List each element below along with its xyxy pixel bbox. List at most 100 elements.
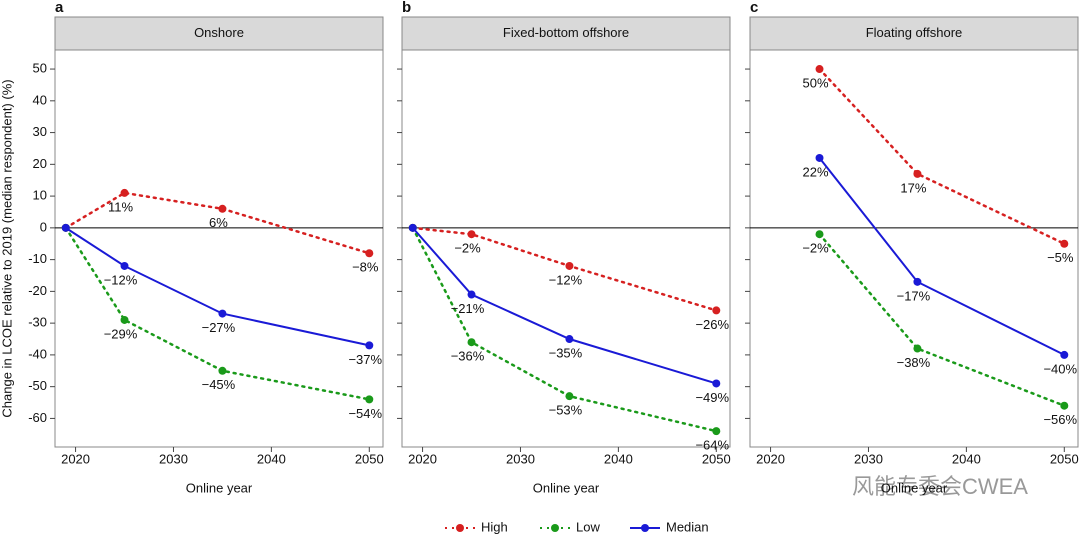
legend-marker [641, 524, 649, 532]
data-label: −38% [897, 355, 931, 370]
y-tick-label: 50 [33, 60, 47, 75]
y-axis-label: Change in LCOE relative to 2019 (median … [0, 79, 14, 417]
strip [401, 16, 731, 51]
y-tick-label: 30 [33, 124, 47, 139]
panel-letter: a [55, 0, 64, 16]
y-tick-label: 10 [33, 188, 47, 203]
legend-marker [551, 524, 559, 532]
x-axis-label: Online year [186, 480, 253, 495]
data-label: −54% [348, 406, 382, 421]
plot-frame [54, 49, 384, 448]
y-tick-label: -60 [28, 410, 47, 425]
strip [54, 16, 384, 51]
data-point [712, 379, 721, 388]
plot-frame [749, 49, 1079, 448]
x-tick-label: 2050 [355, 451, 384, 466]
x-tick-label: 2020 [756, 451, 785, 466]
legend-label: High [481, 519, 508, 534]
data-point [565, 261, 574, 270]
y-tick-label: -30 [28, 315, 47, 330]
series-line [411, 226, 718, 433]
y-tick-label: 20 [33, 156, 47, 171]
data-label: −36% [451, 349, 485, 364]
data-label: −29% [104, 326, 138, 341]
data-label: −26% [695, 317, 729, 332]
data-point [565, 392, 574, 401]
watermark: 风能专委会CWEA [852, 474, 1028, 499]
x-axis-label: Online year [881, 480, 948, 495]
data-point [467, 290, 476, 299]
data-label: −56% [1043, 412, 1077, 427]
data-label: −49% [695, 390, 729, 405]
series-line [818, 156, 1066, 356]
data-point [467, 230, 476, 239]
y-tick-label: -50 [28, 378, 47, 393]
legend-item: Median [630, 519, 709, 534]
data-label: −21% [451, 301, 485, 316]
x-tick-label: 2050 [702, 451, 731, 466]
data-label: −12% [549, 272, 583, 287]
x-tick-label: 2020 [61, 451, 90, 466]
data-point [218, 204, 227, 213]
data-label: −2% [802, 241, 829, 256]
x-tick-label: 2040 [952, 451, 981, 466]
y-tick-label: -10 [28, 251, 47, 266]
data-point [120, 188, 129, 197]
data-label: −8% [352, 260, 379, 275]
x-axis-label: Online year [533, 480, 600, 495]
series-line [411, 226, 718, 385]
series-line [64, 226, 371, 401]
data-label: −37% [348, 352, 382, 367]
series-line [64, 226, 371, 347]
data-label: −53% [549, 403, 583, 418]
data-point [365, 395, 374, 404]
plot-frame [401, 49, 731, 448]
data-point [120, 261, 129, 270]
strip [749, 16, 1079, 51]
data-label: −5% [1047, 250, 1074, 265]
y-tick-label: -40 [28, 346, 47, 361]
data-point [218, 309, 227, 318]
data-label: −35% [549, 345, 583, 360]
x-tick-label: 2020 [408, 451, 437, 466]
legend-item: Low [540, 519, 600, 534]
x-tick-label: 2040 [257, 451, 286, 466]
data-point [913, 169, 922, 178]
data-point [815, 230, 824, 239]
data-point [565, 335, 574, 344]
data-point [913, 344, 922, 353]
data-point [365, 341, 374, 350]
series-line [818, 232, 1066, 407]
series-line [64, 191, 371, 255]
panel-letter: b [402, 0, 411, 16]
panel-title: Fixed-bottom offshore [503, 25, 629, 40]
data-point [218, 366, 227, 375]
data-label: 17% [900, 180, 926, 195]
data-point [120, 315, 129, 324]
panel-title: Floating offshore [866, 25, 963, 40]
data-point [467, 338, 476, 347]
data-point [712, 306, 721, 315]
y-tick-label: 40 [33, 92, 47, 107]
data-label: 22% [803, 164, 829, 179]
data-label: 11% [108, 199, 133, 214]
data-point [913, 277, 922, 286]
data-point [712, 427, 721, 436]
data-point [365, 249, 374, 258]
series-line [818, 67, 1066, 245]
data-point [61, 223, 70, 232]
x-tick-label: 2030 [506, 451, 535, 466]
y-tick-label: 0 [40, 219, 47, 234]
data-label: −17% [897, 288, 931, 303]
x-tick-label: 2030 [159, 451, 188, 466]
data-label: −2% [454, 241, 481, 256]
data-point [815, 153, 824, 162]
data-label: −40% [1043, 361, 1077, 376]
data-point [1060, 401, 1069, 410]
data-label: 50% [803, 75, 829, 90]
data-point [1060, 350, 1069, 359]
x-tick-label: 2030 [854, 451, 883, 466]
legend-label: Median [666, 519, 709, 534]
data-label: −64% [695, 438, 729, 453]
